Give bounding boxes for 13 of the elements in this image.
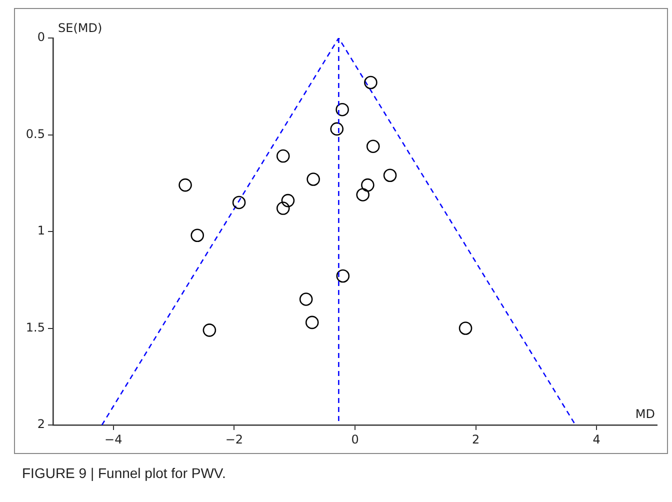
x-tick-label: 2 (472, 432, 480, 446)
x-axis-title: MD (635, 407, 655, 422)
x-tick-label: −2 (225, 432, 244, 446)
x-tick-label: −4 (104, 432, 122, 446)
x-tick-label: 4 (592, 432, 600, 446)
text: FIGURE 9 | Funnel plot for PWV. (22, 465, 226, 481)
y-axis-title: SE(MD) (58, 21, 102, 36)
y-tick-label: 0.5 (26, 126, 45, 141)
y-tick-label: 2 (37, 417, 45, 432)
y-tick-label: 0 (37, 30, 45, 44)
x-tick-label: 0 (351, 432, 359, 446)
y-tick-label: 1.5 (26, 320, 45, 334)
y-tick-label: 1 (37, 224, 45, 238)
